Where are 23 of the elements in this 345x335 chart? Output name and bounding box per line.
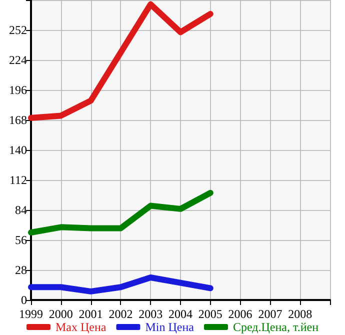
x-tick-label: 2007 <box>258 307 282 321</box>
x-tick-label: 2006 <box>228 307 252 321</box>
y-tick-label: 0 <box>21 293 27 307</box>
legend-label: Min Цена <box>145 320 195 334</box>
x-tick-label: 2005 <box>198 307 222 321</box>
legend-label: Сред.Цена, т.йен <box>232 320 320 334</box>
x-tick-label: 2008 <box>288 307 312 321</box>
y-tick-label: 84 <box>15 203 27 217</box>
y-tick-label: 112 <box>9 173 27 187</box>
x-tick-label: 2001 <box>78 307 103 321</box>
y-tick-label: 224 <box>9 53 27 67</box>
y-tick-label: 252 <box>9 23 27 37</box>
y-tick-label: 140 <box>9 143 27 157</box>
legend-label: Max Цена <box>55 320 107 334</box>
y-tick-label: 28 <box>15 263 27 277</box>
y-tick-label: 196 <box>9 83 27 97</box>
y-tick-label: 168 <box>9 113 27 127</box>
y-tick-label: 56 <box>15 233 27 247</box>
x-tick-label: 2003 <box>138 307 163 321</box>
x-tick-label: 2000 <box>48 307 73 321</box>
x-tick-label: 2002 <box>108 307 133 321</box>
x-tick-label: 2004 <box>168 307 192 321</box>
x-tick-label: 1999 <box>19 307 43 321</box>
